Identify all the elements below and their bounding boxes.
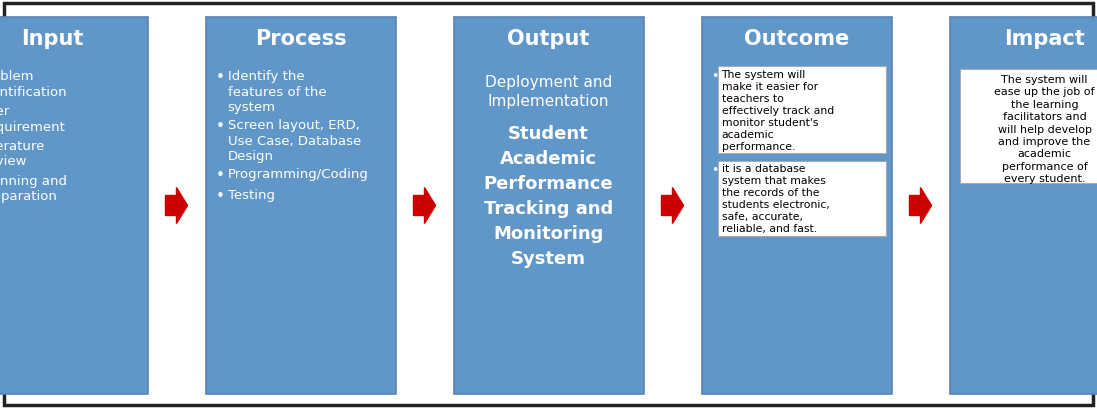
Text: •: • bbox=[215, 189, 225, 204]
Text: Problem
Identification: Problem Identification bbox=[0, 70, 67, 98]
Bar bbox=[453, 18, 644, 394]
Bar bbox=[717, 67, 885, 153]
Text: Impact: Impact bbox=[1004, 29, 1085, 49]
Bar bbox=[717, 161, 885, 236]
Bar bbox=[0, 18, 147, 394]
Text: Input: Input bbox=[21, 29, 83, 49]
FancyArrow shape bbox=[414, 188, 436, 224]
Text: Deployment and
Implementation: Deployment and Implementation bbox=[485, 75, 612, 109]
Text: The system will
ease up the job of
the learning
facilitators and
will help devel: The system will ease up the job of the l… bbox=[994, 75, 1095, 184]
Text: •: • bbox=[712, 164, 719, 177]
Text: Planning and
preparation: Planning and preparation bbox=[0, 175, 67, 203]
Text: User
Requirement: User Requirement bbox=[0, 105, 66, 133]
Bar bbox=[205, 18, 396, 394]
Text: Screen layout, ERD,
Use Case, Database
Design: Screen layout, ERD, Use Case, Database D… bbox=[227, 119, 361, 163]
Text: •: • bbox=[215, 70, 225, 85]
Text: The system will
make it easier for
teachers to
effectively track and
monitor stu: The system will make it easier for teach… bbox=[722, 70, 834, 152]
FancyArrow shape bbox=[661, 188, 683, 224]
Text: Identify the
features of the
system: Identify the features of the system bbox=[227, 70, 326, 114]
FancyArrow shape bbox=[909, 188, 931, 224]
FancyArrow shape bbox=[166, 188, 188, 224]
Bar bbox=[701, 18, 892, 394]
Text: Literature
Review: Literature Review bbox=[0, 139, 45, 168]
Text: Process: Process bbox=[255, 29, 347, 49]
Text: Testing: Testing bbox=[227, 189, 274, 202]
Text: •: • bbox=[712, 70, 719, 83]
Text: Outcome: Outcome bbox=[744, 29, 849, 49]
Bar bbox=[950, 18, 1097, 394]
Text: Student
Academic
Performance
Tracking and
Monitoring
System: Student Academic Performance Tracking an… bbox=[484, 125, 613, 267]
Text: •: • bbox=[215, 119, 225, 134]
Bar bbox=[960, 70, 1097, 183]
Text: Programming/Coding: Programming/Coding bbox=[227, 168, 369, 180]
Text: it is a database
system that makes
the records of the
students electronic,
safe,: it is a database system that makes the r… bbox=[722, 164, 829, 234]
Text: Output: Output bbox=[507, 29, 590, 49]
Text: •: • bbox=[215, 168, 225, 182]
